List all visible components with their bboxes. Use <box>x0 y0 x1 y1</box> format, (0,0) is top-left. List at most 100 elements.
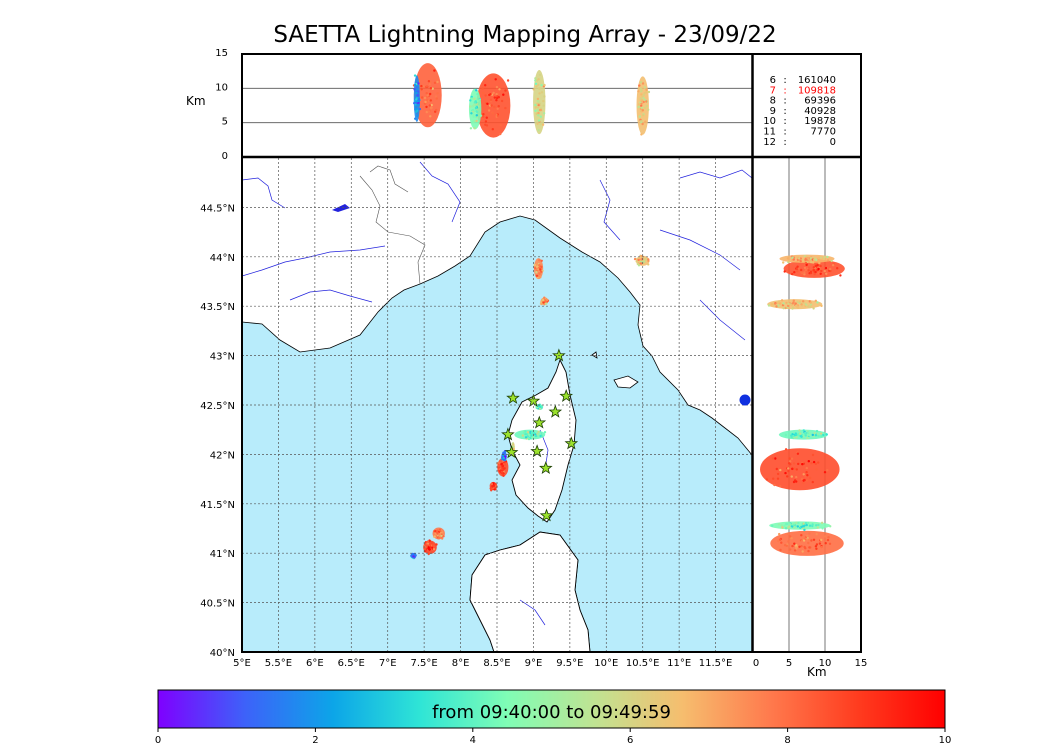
top-cluster-point <box>497 105 500 108</box>
map-cluster-point <box>428 548 431 551</box>
top-cluster-point <box>542 112 546 115</box>
map-x-tick-label: 6°E <box>306 658 324 669</box>
top-cluster-point <box>638 115 641 118</box>
right-cluster-point <box>814 545 818 548</box>
right-cluster-point <box>790 434 793 437</box>
map-cluster-point <box>501 454 505 458</box>
top-cluster-point <box>422 85 425 88</box>
right-cluster-point <box>817 271 820 275</box>
right-cluster-point <box>781 526 784 529</box>
colorbar: 0 2 4 6 8 10 <box>155 689 951 746</box>
map-cluster-point <box>511 445 515 448</box>
right-cluster-point <box>818 542 822 545</box>
top-cluster-point <box>476 92 479 96</box>
map-cluster-point <box>535 271 538 274</box>
top-cluster-point <box>485 124 489 127</box>
stat-stations: 10 <box>763 116 776 127</box>
right-cluster-point <box>789 535 792 538</box>
right-cluster-point <box>807 460 810 463</box>
right-cluster-core <box>760 448 840 491</box>
right-cluster-point <box>781 304 785 307</box>
top-cluster-point <box>647 108 650 111</box>
right-cluster-point <box>782 261 785 264</box>
top-cluster-point <box>642 97 645 100</box>
right-cluster-point <box>828 542 832 545</box>
right-cluster-point <box>825 433 828 436</box>
map-cluster-point <box>440 531 443 534</box>
top-cluster-point <box>417 97 421 101</box>
right-cluster-point <box>807 436 810 440</box>
right-cluster-point <box>787 304 790 308</box>
right-cluster-point <box>797 257 801 260</box>
map-cluster-point <box>535 262 539 266</box>
right-cluster-point <box>807 266 811 269</box>
right-cluster-point <box>790 525 794 528</box>
right-cluster-point <box>817 523 820 527</box>
right-cluster-point <box>799 260 802 263</box>
top-cluster-point <box>415 98 418 101</box>
right-cluster-point <box>793 542 796 545</box>
top-cluster-point <box>416 86 419 89</box>
map-cluster-point <box>526 435 530 438</box>
map-x-tick-label: 10°E <box>594 658 618 669</box>
top-cluster-point <box>637 90 640 93</box>
top-cluster-point <box>498 88 501 91</box>
right-cluster-point <box>799 432 802 435</box>
right-x-tick-labels: 0 5 10 15 <box>753 658 868 669</box>
top-cluster-point <box>494 78 497 81</box>
map-x-tick-label: 10.5°E <box>626 658 660 669</box>
right-cluster-point <box>826 538 830 542</box>
right-cluster-point <box>796 270 799 273</box>
map-cluster-point <box>500 462 503 466</box>
right-cluster-point <box>777 300 780 303</box>
right-cluster-point <box>801 525 804 528</box>
right-cluster-point <box>796 300 799 304</box>
station-star-marker <box>559 388 573 402</box>
map-cluster-point <box>494 487 497 490</box>
right-cluster-point <box>820 545 823 549</box>
right-cluster-point <box>792 436 796 439</box>
map-cluster-point <box>639 262 643 265</box>
station-star-marker <box>501 427 515 441</box>
top-cluster-point <box>416 114 419 118</box>
chart-title: SAETTA Lightning Mapping Array - 23/09/2… <box>273 22 777 48</box>
top-cluster-point <box>429 92 432 96</box>
right-cluster-point <box>805 523 808 527</box>
map-cluster-point <box>434 530 437 533</box>
map-y-tick-label: 40.5°N <box>200 599 235 610</box>
top-cluster-point <box>538 87 541 90</box>
top-cluster-point <box>536 102 539 106</box>
right-cluster-point <box>795 547 798 550</box>
top-cluster-point <box>427 80 431 83</box>
top-cluster-point <box>420 84 423 88</box>
top-cluster-point <box>488 93 491 97</box>
right-cluster-point <box>818 261 821 265</box>
stat-stations: 9 <box>770 106 776 117</box>
top-cluster-point <box>536 106 540 109</box>
map-cluster-point <box>526 431 530 434</box>
right-cluster-point <box>816 301 819 304</box>
right-cluster-point <box>788 523 792 526</box>
top-y-tick-label: 15 <box>215 48 228 59</box>
colorbar-tick-label: 0 <box>155 735 161 746</box>
top-cluster-point <box>474 100 477 103</box>
right-cluster-point <box>822 257 826 261</box>
top-cluster-point <box>486 102 489 106</box>
map-cluster-point <box>512 443 515 446</box>
right-cluster-point <box>796 452 800 455</box>
top-cluster-point <box>413 74 417 77</box>
top-cluster-point <box>469 105 472 108</box>
right-cluster-point <box>783 524 786 528</box>
map-x-tick-label: 9°E <box>525 658 543 669</box>
right-cluster-point <box>803 271 806 274</box>
top-cluster-point <box>482 115 485 118</box>
top-cluster-point <box>644 120 647 123</box>
top-cluster-point <box>639 97 642 100</box>
rivers <box>242 161 752 626</box>
right-cluster-point <box>823 256 826 259</box>
right-cluster-point <box>792 258 795 261</box>
right-cluster-point <box>797 267 801 270</box>
top-cluster-point <box>504 106 507 110</box>
right-cluster-point <box>812 460 816 464</box>
top-cluster-point <box>640 102 643 106</box>
